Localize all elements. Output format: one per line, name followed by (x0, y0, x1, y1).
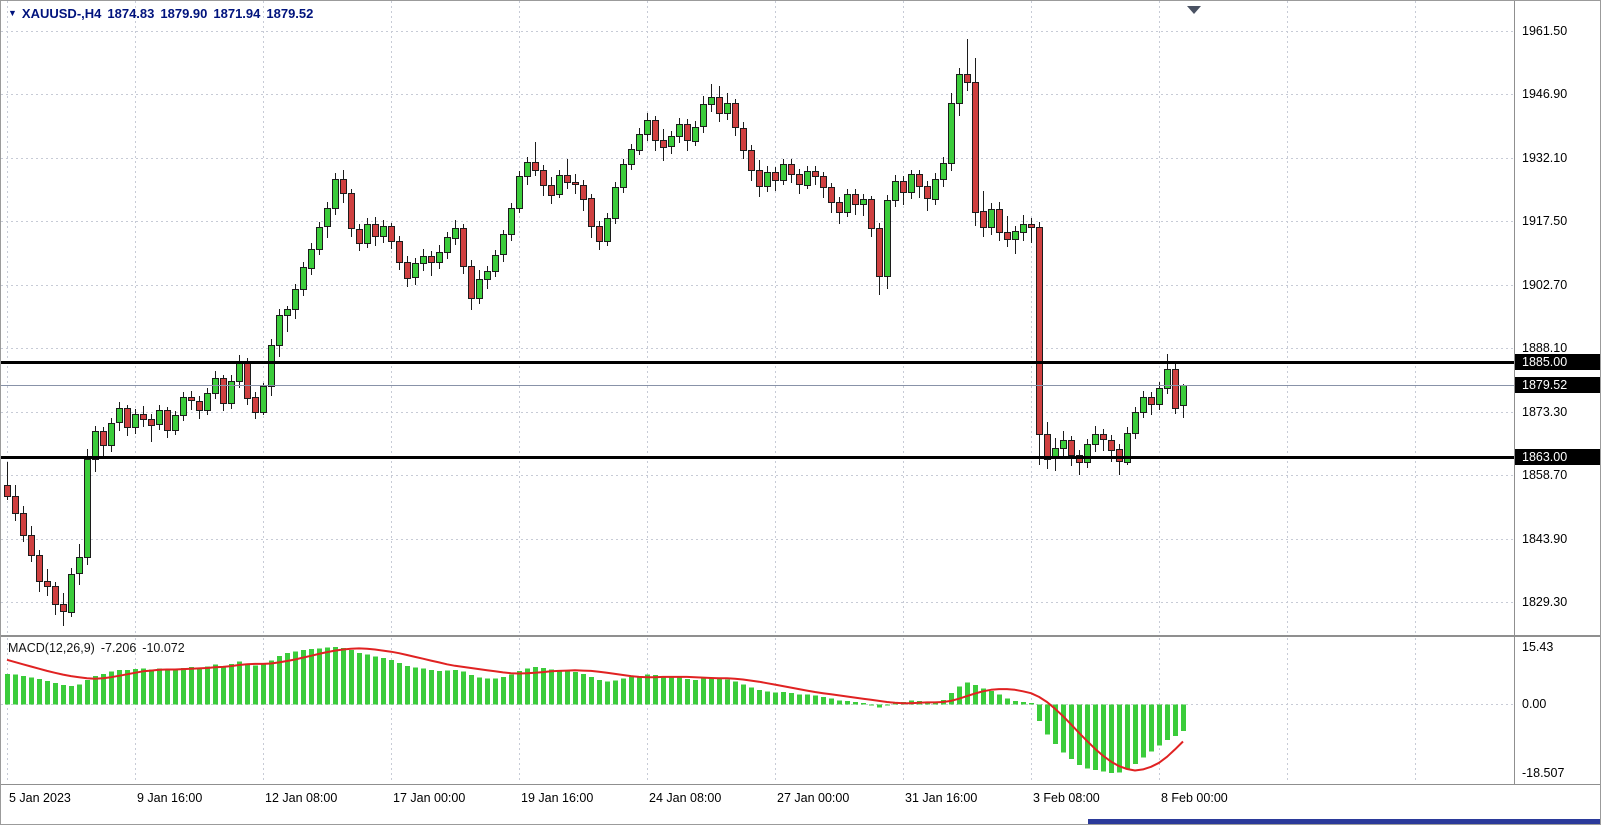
macd-histogram (5, 647, 1186, 773)
svg-text:17 Jan 00:00: 17 Jan 00:00 (393, 791, 465, 805)
svg-text:27 Jan 00:00: 27 Jan 00:00 (777, 791, 849, 805)
svg-text:0.00: 0.00 (1522, 697, 1546, 711)
svg-text:1961.50: 1961.50 (1522, 24, 1567, 38)
svg-text:1843.90: 1843.90 (1522, 532, 1567, 546)
svg-text:1873.30: 1873.30 (1522, 405, 1567, 419)
svg-text:1829.30: 1829.30 (1522, 595, 1567, 609)
svg-text:8 Feb 00:00: 8 Feb 00:00 (1161, 791, 1228, 805)
symbol-dropdown-icon[interactable]: ▼ (8, 8, 17, 18)
candles (4, 39, 1187, 626)
svg-text:15.43: 15.43 (1522, 640, 1553, 654)
svg-text:-18.507: -18.507 (1522, 766, 1564, 780)
svg-text:1879.52: 1879.52 (1522, 378, 1567, 392)
macd-signal-line (6, 647, 1184, 772)
svg-text:24 Jan 08:00: 24 Jan 08:00 (649, 791, 721, 805)
svg-text:1885.00: 1885.00 (1522, 355, 1567, 369)
svg-text:1888.10: 1888.10 (1522, 341, 1567, 355)
chart-shift-marker-icon (1187, 6, 1201, 14)
svg-text:3 Feb 08:00: 3 Feb 08:00 (1033, 791, 1100, 805)
svg-text:12 Jan 08:00: 12 Jan 08:00 (265, 791, 337, 805)
svg-text:5 Jan 2023: 5 Jan 2023 (9, 791, 71, 805)
time-axis[interactable]: 5 Jan 2023 9 Jan 16:00 12 Jan 08:00 17 Jan … (9, 791, 1228, 805)
svg-text:19 Jan 16:00: 19 Jan 16:00 (521, 791, 593, 805)
svg-text:1863.00: 1863.00 (1522, 450, 1567, 464)
svg-text:1902.70: 1902.70 (1522, 278, 1567, 292)
horizontal-scrollbar[interactable] (1088, 819, 1600, 824)
svg-text:1946.90: 1946.90 (1522, 87, 1567, 101)
grid-lines (1, 1, 1514, 782)
level-lines[interactable] (1, 361, 1514, 459)
svg-text:1917.50: 1917.50 (1522, 214, 1567, 228)
panel-separators (1, 1, 1600, 785)
price-axis[interactable]: 1961.50 1946.90 1932.10 1917.50 1902.70 1888.… (1515, 24, 1600, 780)
svg-text:9 Jan 16:00: 9 Jan 16:00 (137, 791, 202, 805)
svg-text:31 Jan 16:00: 31 Jan 16:00 (905, 791, 977, 805)
svg-text:1932.10: 1932.10 (1522, 151, 1567, 165)
svg-text:1858.70: 1858.70 (1522, 468, 1567, 482)
